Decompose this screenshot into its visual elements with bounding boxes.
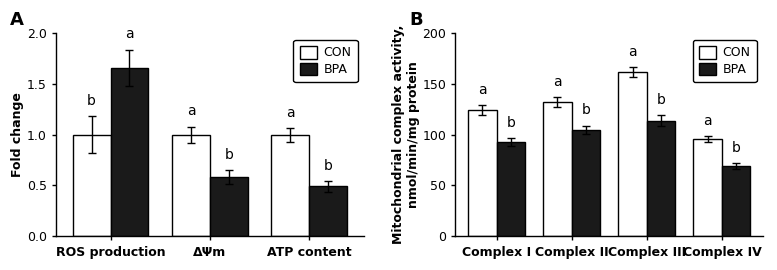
- Bar: [572, 130, 601, 236]
- Text: b: b: [87, 94, 96, 108]
- Text: a: a: [703, 114, 712, 128]
- Bar: [497, 142, 525, 236]
- Text: B: B: [409, 11, 423, 29]
- Text: A: A: [10, 11, 23, 29]
- Text: b: b: [657, 93, 666, 107]
- Bar: [271, 135, 309, 236]
- Text: b: b: [507, 116, 515, 130]
- Bar: [722, 166, 751, 236]
- Bar: [646, 120, 675, 236]
- Y-axis label: Fold change: Fold change: [11, 92, 24, 177]
- Bar: [618, 72, 646, 236]
- Legend: CON, BPA: CON, BPA: [693, 39, 757, 82]
- Bar: [693, 139, 722, 236]
- Bar: [309, 187, 347, 236]
- Legend: CON, BPA: CON, BPA: [294, 39, 357, 82]
- Y-axis label: Mitochondrial complex activity,
nmol/min/mg protein: Mitochondrial complex activity, nmol/min…: [392, 25, 420, 244]
- Text: a: a: [553, 75, 562, 89]
- Bar: [468, 110, 497, 236]
- Text: a: a: [125, 27, 134, 41]
- Text: a: a: [478, 83, 486, 97]
- Bar: [172, 135, 210, 236]
- Bar: [73, 135, 110, 236]
- Text: a: a: [629, 45, 637, 59]
- Text: b: b: [225, 148, 233, 162]
- Bar: [110, 68, 148, 236]
- Text: b: b: [324, 159, 333, 173]
- Bar: [210, 177, 248, 236]
- Text: a: a: [286, 106, 294, 120]
- Text: a: a: [186, 104, 195, 119]
- Bar: [543, 102, 572, 236]
- Text: b: b: [732, 141, 740, 155]
- Text: b: b: [581, 103, 591, 117]
